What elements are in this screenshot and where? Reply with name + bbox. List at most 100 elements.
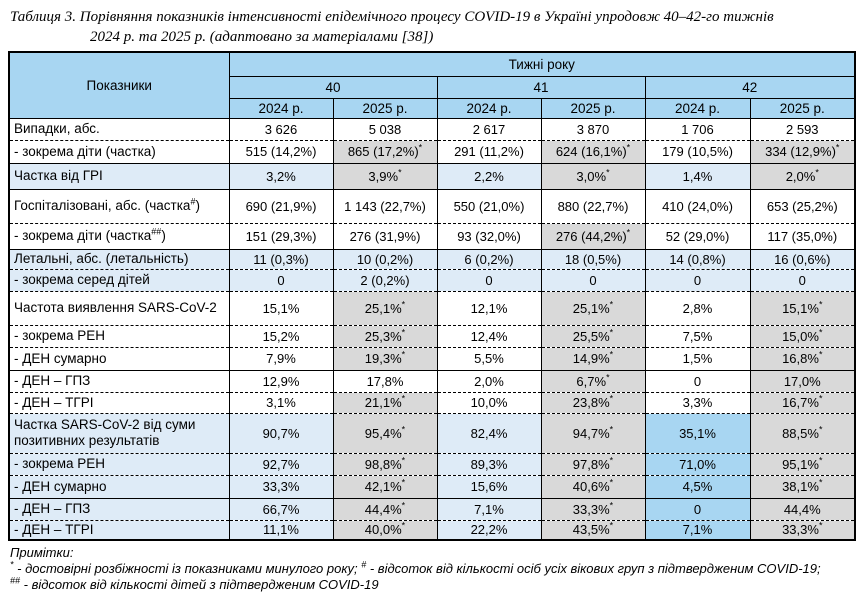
data-cell: 33,3%	[228, 474, 333, 498]
data-cell: 3 870	[540, 117, 645, 140]
data-cell: 3,0%*	[540, 162, 645, 189]
data-cell: 12,9%	[228, 369, 333, 392]
data-cell: 865 (17,2%)*	[332, 139, 437, 163]
data-cell: 10,0%	[436, 391, 541, 413]
data-cell: 2,2%	[436, 162, 541, 189]
footnotes: Примітки: * - достовірні розбіжності із …	[0, 541, 862, 593]
data-cell: 21,1%*	[332, 391, 437, 413]
header-year: 2024 р.	[228, 97, 334, 119]
data-cell: 11 (0,3%)	[228, 248, 333, 269]
table-row: - ДЕН – ТГРІ 11,1% 40,0%* 22,2% 43,5%* 7,1% 33…	[8, 519, 856, 540]
data-cell: 52 (29,0%)	[644, 222, 750, 249]
table-row: - зокрема діти (частка##) 151 (29,3%) 276 …	[8, 222, 856, 249]
footnote-line: * - достовірні розбіжності із показникам…	[10, 559, 821, 576]
data-cell: 276 (44,2%)*	[540, 222, 645, 249]
row-label: Госпіталізовані, абс. (частка#)	[8, 188, 229, 223]
data-cell: 1,4%	[644, 162, 750, 189]
data-cell: 11,1%	[228, 519, 333, 540]
data-cell: 40,6%*	[540, 474, 645, 498]
footnotes-heading: Примітки:	[10, 545, 74, 560]
data-cell: 14,9%*	[540, 346, 645, 370]
data-cell: 3,2%	[228, 162, 333, 189]
data-cell: 12,1%	[436, 290, 541, 325]
data-cell: 33,3%*	[749, 519, 856, 540]
data-cell: 0	[749, 268, 856, 291]
data-cell: 25,3%*	[332, 324, 437, 347]
data-cell: 5 038	[332, 117, 437, 140]
data-cell: 17,0%	[749, 369, 856, 392]
data-cell: 6,7%*	[540, 369, 645, 392]
data-cell: 15,1%	[228, 290, 333, 325]
data-cell: 43,5%*	[540, 519, 645, 540]
data-cell: 25,1%*	[540, 290, 645, 325]
header-year: 2024 р.	[436, 97, 542, 119]
table-caption: Таблиця 3. Порівняння показників інтенси…	[0, 0, 862, 51]
data-cell: 0	[644, 268, 750, 291]
data-cell: 3,3%	[644, 391, 750, 413]
data-cell: 98,8%*	[332, 452, 437, 475]
data-cell: 117 (35,0%)	[749, 222, 856, 249]
row-label: - ДЕН – ТГРІ	[8, 391, 229, 413]
table-row: Госпіталізовані, абс. (частка#) 690 (21,9…	[8, 188, 856, 223]
data-cell: 4,5%	[644, 474, 750, 498]
table-row: - зокрема РЕН 15,2% 25,3%* 12,4% 25,5%* 7,5% 1…	[8, 324, 856, 347]
data-cell: 15,1%*	[749, 290, 856, 325]
data-cell: 10 (0,2%)	[332, 248, 437, 269]
table-row: Летальні, абс. (летальність) 11 (0,3%) 10 …	[8, 248, 856, 269]
data-cell: 3 626	[228, 117, 333, 140]
data-cell: 95,1%*	[749, 452, 856, 475]
data-cell: 151 (29,3%)	[228, 222, 333, 249]
data-cell: 44,4%	[749, 497, 856, 520]
data-cell: 35,1%	[644, 412, 750, 453]
data-cell: 71,0%	[644, 452, 750, 475]
row-label: - зокрема діти (частка##)	[8, 222, 229, 249]
data-cell: 3,9%*	[332, 162, 437, 189]
row-label: - зокрема РЕН	[8, 452, 229, 475]
data-cell: 653 (25,2%)	[749, 188, 856, 223]
data-cell: 7,9%	[228, 346, 333, 370]
table-row: Частка SARS-CoV-2 від суми позитивних ре…	[8, 412, 856, 453]
data-cell: 22,2%	[436, 519, 541, 540]
data-cell: 15,0%*	[749, 324, 856, 347]
header-week-42: 42	[644, 75, 856, 99]
header-year: 2025 р.	[332, 97, 438, 119]
row-label: Випадки, абс.	[8, 117, 229, 140]
data-cell: 0	[228, 268, 333, 291]
data-cell: 1,5%	[644, 346, 750, 370]
data-cell: 82,4%	[436, 412, 541, 453]
table-row: - ДЕН – ГПЗ 12,9% 17,8% 2,0% 6,7%* 0 17,0%	[8, 369, 856, 392]
row-label: - ДЕН сумарно	[8, 346, 229, 370]
row-label: - зокрема діти (частка)	[8, 139, 229, 163]
data-cell: 25,1%*	[332, 290, 437, 325]
footnote-line: ## - відсоток від кількості дітей з підт…	[10, 575, 379, 592]
row-label: - зокрема серед дітей	[8, 268, 229, 291]
row-label: - ДЕН сумарно	[8, 474, 229, 498]
data-cell: 25,5%*	[540, 324, 645, 347]
row-label: Летальні, абс. (летальність)	[8, 248, 229, 269]
data-cell: 44,4%*	[332, 497, 437, 520]
covid-comparison-table: Показники Тижні року 40 41 42 2024 р. 20…	[8, 51, 857, 541]
data-cell: 0	[540, 268, 645, 291]
row-label: - ДЕН – ГПЗ	[8, 497, 229, 520]
data-cell: 23,8%*	[540, 391, 645, 413]
data-cell: 93 (32,0%)	[436, 222, 541, 249]
data-cell: 334 (12,9%)*	[749, 139, 856, 163]
table-row: - зокрема РЕН 92,7% 98,8%* 89,3% 97,8%* 71,0%…	[8, 452, 856, 475]
data-cell: 690 (21,9%)	[228, 188, 333, 223]
table-row: Частота виявлення SARS-CoV-2 15,1% 25,1%* 1…	[8, 290, 856, 325]
data-cell: 15,2%	[228, 324, 333, 347]
data-cell: 90,7%	[228, 412, 333, 453]
table-row: Випадки, абс. 3 626 5 038 2 617 3 870 1 706 2 …	[8, 117, 856, 140]
table-row: - зокрема серед дітей 0 2 (0,2%) 0 0 0 0	[8, 268, 856, 291]
data-cell: 38,1%*	[749, 474, 856, 498]
data-cell: 89,3%	[436, 452, 541, 475]
data-cell: 42,1%*	[332, 474, 437, 498]
data-cell: 179 (10,5%)	[644, 139, 750, 163]
header-week-40: 40	[228, 75, 438, 99]
data-cell: 15,6%	[436, 474, 541, 498]
table-header: Показники Тижні року 40 41 42 2024 р. 20…	[8, 51, 856, 119]
table-row: - ДЕН сумарно 33,3% 42,1%* 15,6% 40,6%* 4,5% 3…	[8, 474, 856, 498]
data-cell: 7,1%	[436, 497, 541, 520]
data-cell: 16 (0,6%)	[749, 248, 856, 269]
